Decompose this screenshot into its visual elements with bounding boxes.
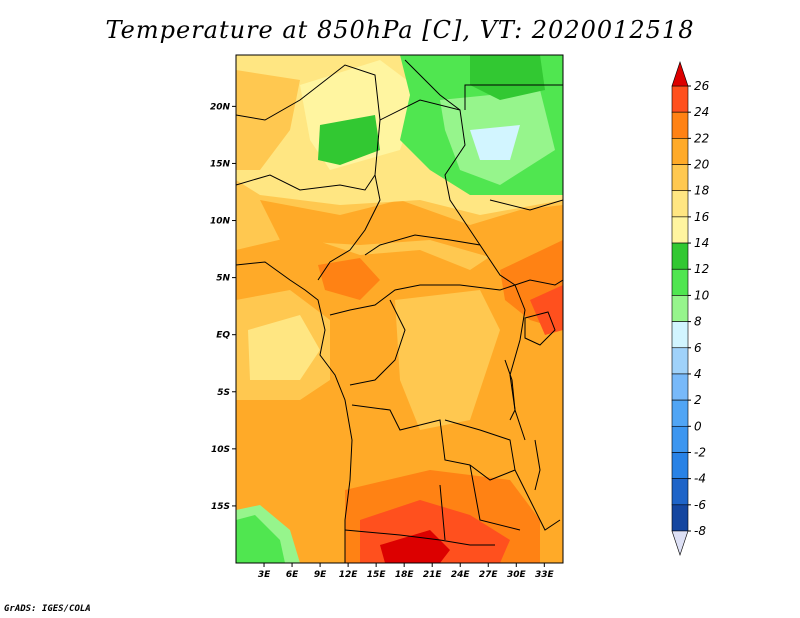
colorbar-segment (671, 321, 689, 349)
colorbar-label: 16 (694, 210, 710, 224)
colorbar-label: -6 (694, 498, 706, 512)
colorbar-segment (671, 138, 689, 165)
border-sahel-2 (317, 174, 381, 281)
colorbar-label: 22 (694, 131, 709, 145)
border-congo-north (329, 284, 501, 316)
border-libya (404, 59, 461, 111)
lake-malawi (534, 439, 541, 491)
temperature-field (236, 55, 563, 563)
border-chad-sudan (379, 99, 481, 246)
colorbar-segment (671, 452, 689, 479)
border-sahel-1 (236, 64, 381, 191)
colorbar-label: 0 (694, 419, 702, 433)
colorbar-label: 26 (694, 79, 710, 93)
lon-tick-label: 18E (395, 570, 415, 580)
colorbar-label: 4 (694, 367, 702, 381)
lat-tick-label: 5N (216, 274, 230, 284)
border-mozambique (514, 469, 561, 531)
grads-credit: GrADS: IGES/COLA (4, 604, 91, 614)
temp-26-east (530, 285, 563, 335)
temp-8-lightblue (470, 125, 520, 160)
colorbar-label: -2 (694, 445, 706, 459)
temp-20-sahara-w (236, 70, 300, 170)
lon-tick-label: 9E (314, 570, 327, 580)
lat-tick-label: 15N (210, 159, 231, 169)
border-angola-north (351, 404, 471, 466)
colorbar-segment (671, 347, 689, 375)
colorbar-label: 8 (694, 315, 702, 329)
temp-28-south (380, 530, 450, 563)
colorbar-label: -8 (694, 524, 706, 538)
lon-tick-label: 21E (423, 570, 443, 580)
lat-tick-label: 20N (210, 102, 231, 112)
colorbar-segment (671, 295, 689, 322)
border-car (364, 234, 516, 286)
temp-14-green-ne (470, 55, 545, 100)
colorbar-segment (671, 504, 689, 532)
colorbar-label: 14 (694, 236, 709, 250)
colorbar-segment (671, 373, 689, 401)
temp-12-sw (236, 515, 285, 563)
border-ethiopia (489, 199, 563, 211)
country-borders (236, 59, 563, 563)
temp-24-north (318, 258, 380, 300)
colorbar-label: 2 (694, 393, 702, 407)
colorbar-segment (671, 399, 689, 427)
colorbar-top-arrow (671, 61, 689, 87)
border-east-africa (499, 279, 563, 291)
colorbar-segment (671, 190, 689, 218)
colorbar-segment (671, 216, 689, 244)
chart-title: Temperature at 850hPa [C], VT: 202001251… (105, 16, 695, 44)
border-zambia (444, 419, 516, 481)
temp-14-green-west (318, 115, 380, 165)
colorbar-segment (671, 478, 689, 506)
lat-tick-label: 5S (217, 388, 230, 398)
coastline-west (236, 261, 353, 563)
colorbar-segment (671, 85, 689, 113)
map-frame (235, 54, 564, 564)
colorbar-segment (671, 164, 689, 192)
lat-tick-label: 10S (211, 445, 230, 455)
border-namibia (344, 529, 495, 546)
lon-tick-label: 3E (258, 570, 271, 580)
colorbar-segment (671, 111, 689, 139)
temp-22-north-band (260, 200, 563, 260)
lat-tick-label: 15S (211, 502, 230, 512)
lake-victoria (524, 311, 556, 346)
colorbar-label: -4 (694, 472, 706, 486)
colorbar-label: 10 (694, 288, 710, 302)
lon-tick-label: 15E (367, 570, 387, 580)
temp-20-central (395, 290, 500, 430)
lon-tick-label: 27E (479, 570, 499, 580)
colorbar-label: 6 (694, 341, 702, 355)
colorbar-segment (671, 242, 689, 270)
colorbar-label: 12 (694, 262, 709, 276)
lon-tick-label: 30E (507, 570, 527, 580)
colorbar-bottom-arrow (671, 530, 689, 556)
colorbar-label: 18 (694, 184, 710, 198)
colorbar-label: 20 (694, 158, 710, 172)
lon-tick-label: 6E (286, 570, 299, 580)
latitude-axis: 20N 15N 10N 5N EQ 5S 10S 15S (210, 102, 236, 512)
border-congo-east (509, 284, 526, 441)
lon-tick-label: 12E (339, 570, 359, 580)
border-congo-west (349, 299, 406, 386)
colorbar-label: 24 (694, 105, 709, 119)
border-egypt (464, 84, 563, 110)
lon-tick-label: 33E (535, 570, 555, 580)
lake-tanganyika (504, 359, 516, 421)
lon-tick-label: 24E (451, 570, 471, 580)
longitude-axis: 3E 6E 9E 12E 15E 18E 21E 24E 27E 30E 33E (258, 563, 555, 580)
colorbar-segment (671, 425, 689, 453)
temp-18-west (248, 315, 320, 380)
lat-tick-label: EQ (216, 331, 230, 341)
border-botswana (439, 464, 521, 541)
colorbar-segment (671, 268, 689, 296)
lat-tick-label: 10N (210, 217, 231, 227)
